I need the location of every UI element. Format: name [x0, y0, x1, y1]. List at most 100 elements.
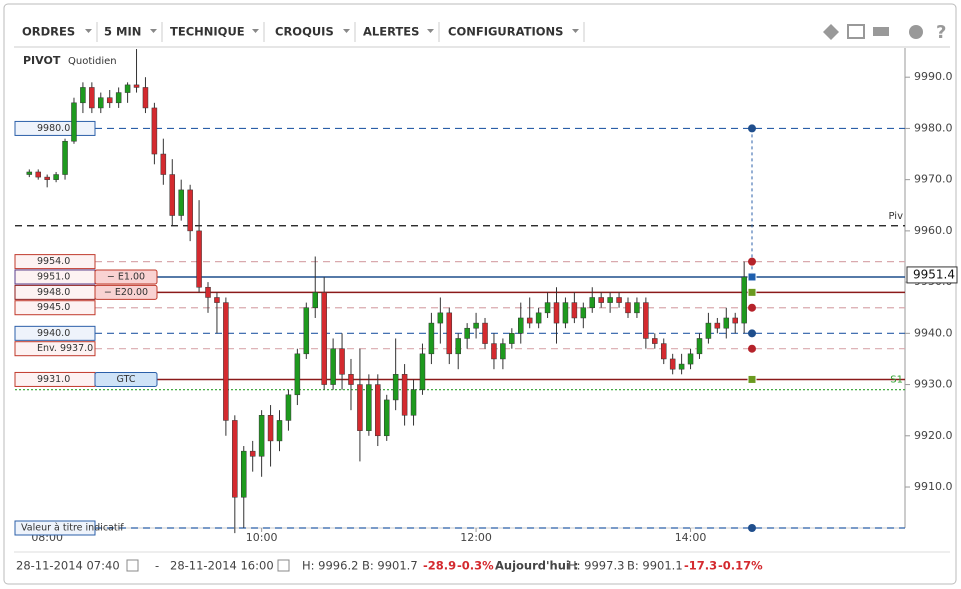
last-price-box [906, 266, 958, 284]
candle-body [696, 338, 703, 355]
candle-body [330, 348, 336, 385]
print-icon[interactable] [873, 27, 889, 36]
dropdown-arrow[interactable] [427, 29, 434, 33]
candle-body [544, 302, 551, 314]
menu-item[interactable]: CONFIGURATIONS [448, 25, 563, 39]
order-marker[interactable] [748, 124, 756, 133]
candle-body [669, 358, 676, 370]
candle-body [455, 338, 461, 355]
y-tick-label: 9990.0 [914, 70, 953, 83]
order-marker[interactable] [747, 374, 757, 384]
candle-body [732, 317, 738, 324]
candle-body [482, 322, 488, 344]
candle-body [160, 153, 167, 175]
candle-body [589, 297, 595, 308]
order-marker[interactable] [748, 344, 756, 353]
candle-body [705, 322, 712, 339]
order-marker[interactable] [748, 524, 756, 532]
candle-body [643, 302, 649, 339]
dropdown-arrow[interactable] [150, 29, 157, 33]
candle-body [419, 353, 426, 390]
settings-icon[interactable] [909, 25, 923, 39]
calendar-icon[interactable] [277, 559, 290, 572]
level-tag[interactable] [94, 269, 158, 285]
y-tick-label: 9970.0 [914, 173, 953, 186]
order-marker[interactable] [747, 272, 757, 282]
dropdown-arrow[interactable] [572, 29, 579, 33]
candle-body [500, 343, 506, 360]
candle-body [232, 420, 238, 498]
candle-body [526, 317, 533, 324]
candle-body [625, 302, 631, 314]
candle-body [375, 384, 381, 437]
candle-body [115, 92, 122, 104]
menu-item[interactable]: 5 MIN [104, 25, 141, 39]
candle-body [714, 322, 721, 329]
footer-high: H: 9996.2 [302, 559, 358, 573]
y-tick-label: 9920.0 [914, 429, 953, 442]
help-icon[interactable]: ? [936, 22, 946, 43]
candle-body [518, 317, 524, 334]
candle-body [214, 297, 220, 303]
candle-body [35, 171, 41, 178]
candle-body [634, 302, 640, 314]
candle-body [687, 353, 694, 365]
order-marker[interactable] [747, 287, 757, 297]
level-tag[interactable] [94, 284, 158, 300]
candle-body [366, 384, 372, 431]
layers-icon[interactable] [823, 24, 839, 40]
level-right-label: Piv [888, 211, 903, 222]
footer-today-low: B: 9901.1 [627, 559, 683, 573]
order-marker[interactable] [748, 257, 756, 266]
candle-body [142, 87, 149, 109]
menu-item[interactable]: ALERTES [363, 25, 419, 39]
y-tick-label: 9910.0 [914, 480, 953, 493]
level-label: 9945.0 [37, 302, 70, 313]
menu-item[interactable]: TECHNIQUE [170, 25, 245, 39]
candle-body [383, 399, 390, 437]
candle-body [401, 374, 408, 416]
order-marker[interactable] [748, 329, 756, 338]
candle-body [106, 97, 113, 104]
footer-start: 28-11-2014 07:40 [16, 559, 120, 573]
level-label: 9954.0 [37, 256, 70, 267]
candle-body [357, 384, 363, 431]
dropdown-arrow[interactable] [85, 29, 92, 33]
candle-body [723, 317, 730, 329]
level-tag-label: − E1.00 [107, 271, 145, 282]
menu-item[interactable]: ORDRES [22, 25, 75, 39]
chart-subtitle: Quotidien [68, 56, 117, 67]
last-price-label: 9951.4 [913, 267, 955, 281]
candle-body [303, 307, 310, 355]
candle-body [169, 174, 176, 216]
candle-body [446, 312, 453, 355]
dropdown-arrow[interactable] [343, 29, 350, 33]
toolbar: ORDRES 5 MIN TECHNIQUE CROQUIS ALERTES CONFIG… [22, 22, 585, 42]
level-tag[interactable] [94, 371, 158, 387]
candle-body [437, 312, 444, 324]
menu-item[interactable]: CROQUIS [275, 25, 334, 39]
candle-body [321, 292, 327, 385]
image-icon[interactable] [847, 24, 865, 39]
candle-body [241, 450, 247, 498]
candle-body [580, 307, 587, 319]
calendar-icon[interactable] [126, 559, 139, 572]
y-tick-label: 9960.0 [914, 224, 953, 237]
candle-body [339, 348, 345, 375]
footer: 28-11-2014 07:40 - 28-11-2014 16:00 H: 9… [16, 559, 763, 573]
order-marker[interactable] [748, 303, 756, 312]
level-box [14, 254, 96, 270]
candle-body [562, 302, 569, 324]
candle-body [223, 302, 229, 421]
level-label: 9940.0 [37, 328, 70, 339]
x-tick-label: 12:00 [460, 531, 492, 544]
candle-body [616, 297, 622, 303]
candle-body [205, 286, 211, 298]
footer-sep: - [155, 559, 159, 573]
y-tick-label: 9930.0 [914, 378, 953, 391]
level-label: 9931.0 [37, 374, 70, 385]
footer-change: -28.9 [423, 559, 456, 573]
candle-body [294, 353, 301, 396]
dropdown-arrow[interactable] [252, 29, 259, 33]
